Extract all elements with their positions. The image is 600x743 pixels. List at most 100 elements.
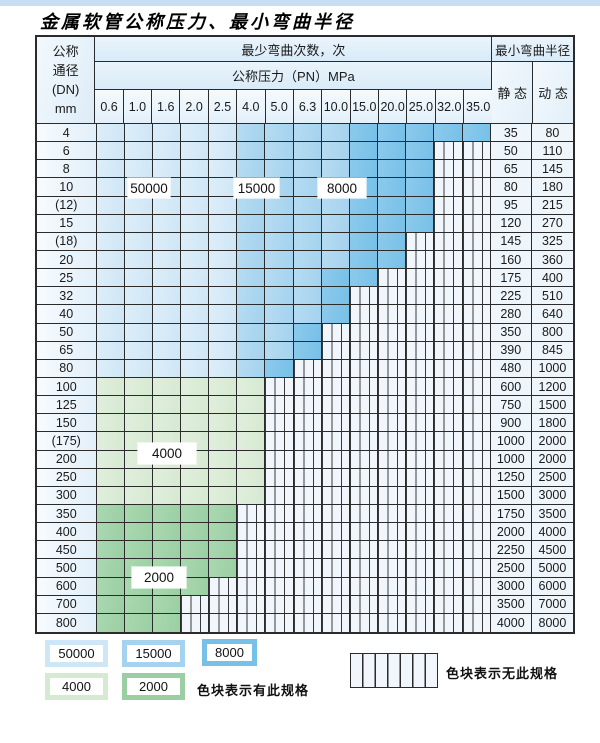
no-spec-cell <box>349 523 379 542</box>
no-spec-cell <box>265 396 294 415</box>
legend-label-50000: 50000 <box>50 645 103 662</box>
no-spec-cell <box>321 341 350 360</box>
spec-cell <box>293 142 322 161</box>
spec-cell <box>96 287 125 306</box>
static-radius-cell: 175 <box>490 269 532 288</box>
spec-cell <box>209 323 238 342</box>
no-spec-cell <box>406 287 435 306</box>
no-spec-cell <box>265 414 294 433</box>
spec-cell <box>152 523 181 542</box>
table-row: 500 2500 5000 <box>37 559 573 578</box>
spec-cell <box>96 341 125 360</box>
dn-cell: 80 <box>37 359 97 378</box>
dn-header-line: 通径 <box>52 63 79 78</box>
no-spec-cell <box>321 577 350 596</box>
no-spec-cell <box>237 559 266 578</box>
no-spec-cell <box>434 232 463 251</box>
no-spec-cell <box>293 377 322 397</box>
spec-cell <box>152 396 181 415</box>
no-spec-cell <box>349 486 379 505</box>
no-spec-cell <box>321 323 350 342</box>
spec-cell <box>406 124 435 143</box>
table-header: 公称 通径 (DN) mm 最少弯曲次数，次 公称压力（PN）MPa 0.6 1.0 1.… <box>37 37 573 124</box>
static-radius-cell: 160 <box>490 250 532 270</box>
static-radius-cell: 3000 <box>490 577 532 596</box>
table-body: 4 35 80 6 50 110 8 65 145 10 80 180 (12) 95 215 15 120 27… <box>37 124 573 632</box>
spec-cell <box>124 541 153 560</box>
no-spec-cell <box>321 613 350 632</box>
pressure-column-header: 15.0 <box>350 90 379 124</box>
no-spec-cell <box>321 541 350 560</box>
spec-cell <box>462 124 491 143</box>
no-spec-cell <box>406 432 435 451</box>
spec-cell <box>180 269 210 288</box>
spec-cell <box>96 269 125 288</box>
spec-cell <box>152 323 181 342</box>
spec-cell <box>209 377 238 397</box>
no-spec-cell <box>406 232 435 251</box>
dn-cell: 32 <box>37 287 97 306</box>
no-spec-cell <box>462 250 491 270</box>
spec-cell <box>209 341 238 360</box>
spec-cell <box>406 196 435 215</box>
pressure-column-header: 6.3 <box>293 90 323 124</box>
static-radius-cell: 65 <box>490 160 532 179</box>
dn-cell: 350 <box>37 504 97 524</box>
dynamic-radius-cell: 2500 <box>531 468 573 487</box>
static-radius-cell: 225 <box>490 287 532 306</box>
no-spec-cell <box>406 504 435 524</box>
spec-cell <box>237 468 266 487</box>
spec-cell <box>237 124 266 143</box>
static-dynamic-headers: 静 态 动 态 <box>492 62 573 124</box>
spec-cell <box>96 450 125 469</box>
no-spec-cell <box>349 450 379 469</box>
spec-cell <box>293 269 322 288</box>
no-spec-cell <box>378 359 407 378</box>
no-spec-cell <box>378 269 407 288</box>
no-spec-cell <box>237 523 266 542</box>
spec-cell <box>96 160 125 179</box>
spec-cell <box>237 486 266 505</box>
spec-cell <box>237 323 266 342</box>
radius-header-group: 最小弯曲半径 静 态 动 态 <box>492 37 573 124</box>
no-spec-cell <box>462 450 491 469</box>
pressure-column-header: 2.0 <box>180 90 209 124</box>
dynamic-radius-cell: 640 <box>531 305 573 324</box>
no-spec-cell <box>434 432 463 451</box>
no-spec-cell <box>349 305 379 324</box>
no-spec-cell <box>209 577 238 596</box>
legend-no-spec-text: 色块表示无此规格 <box>446 666 559 681</box>
spec-cell <box>293 232 322 251</box>
static-radius-cell: 120 <box>490 214 532 233</box>
spec-cell <box>237 250 266 270</box>
dn-cell: 8 <box>37 160 97 179</box>
dynamic-radius-cell: 325 <box>531 232 573 251</box>
min-bend-radius-header: 最小弯曲半径 <box>492 37 573 62</box>
no-spec-cell <box>406 595 435 614</box>
no-spec-cell <box>349 468 379 487</box>
no-spec-cell <box>434 486 463 505</box>
spec-cell <box>321 142 350 161</box>
no-spec-cell <box>434 541 463 560</box>
no-spec-cell <box>434 250 463 270</box>
spec-cell <box>96 541 125 560</box>
no-spec-cell <box>349 504 379 524</box>
no-spec-cell <box>293 523 322 542</box>
spec-cell <box>209 287 238 306</box>
spec-cell <box>180 232 210 251</box>
dynamic-radius-cell: 110 <box>531 142 573 161</box>
legend-swatch-2000: 2000 <box>122 673 185 700</box>
spec-cell <box>237 359 266 378</box>
no-spec-cell <box>265 486 294 505</box>
static-radius-cell: 1000 <box>490 432 532 451</box>
dynamic-radius-cell: 7000 <box>531 595 573 614</box>
spec-cell <box>96 250 125 270</box>
table-row: 600 3000 6000 <box>37 577 573 596</box>
spec-cell <box>124 269 153 288</box>
no-spec-cell <box>462 468 491 487</box>
spec-cell <box>96 486 125 505</box>
no-spec-cell <box>406 359 435 378</box>
spec-cell <box>265 287 294 306</box>
no-spec-cell <box>434 196 463 215</box>
no-spec-cell <box>462 323 491 342</box>
